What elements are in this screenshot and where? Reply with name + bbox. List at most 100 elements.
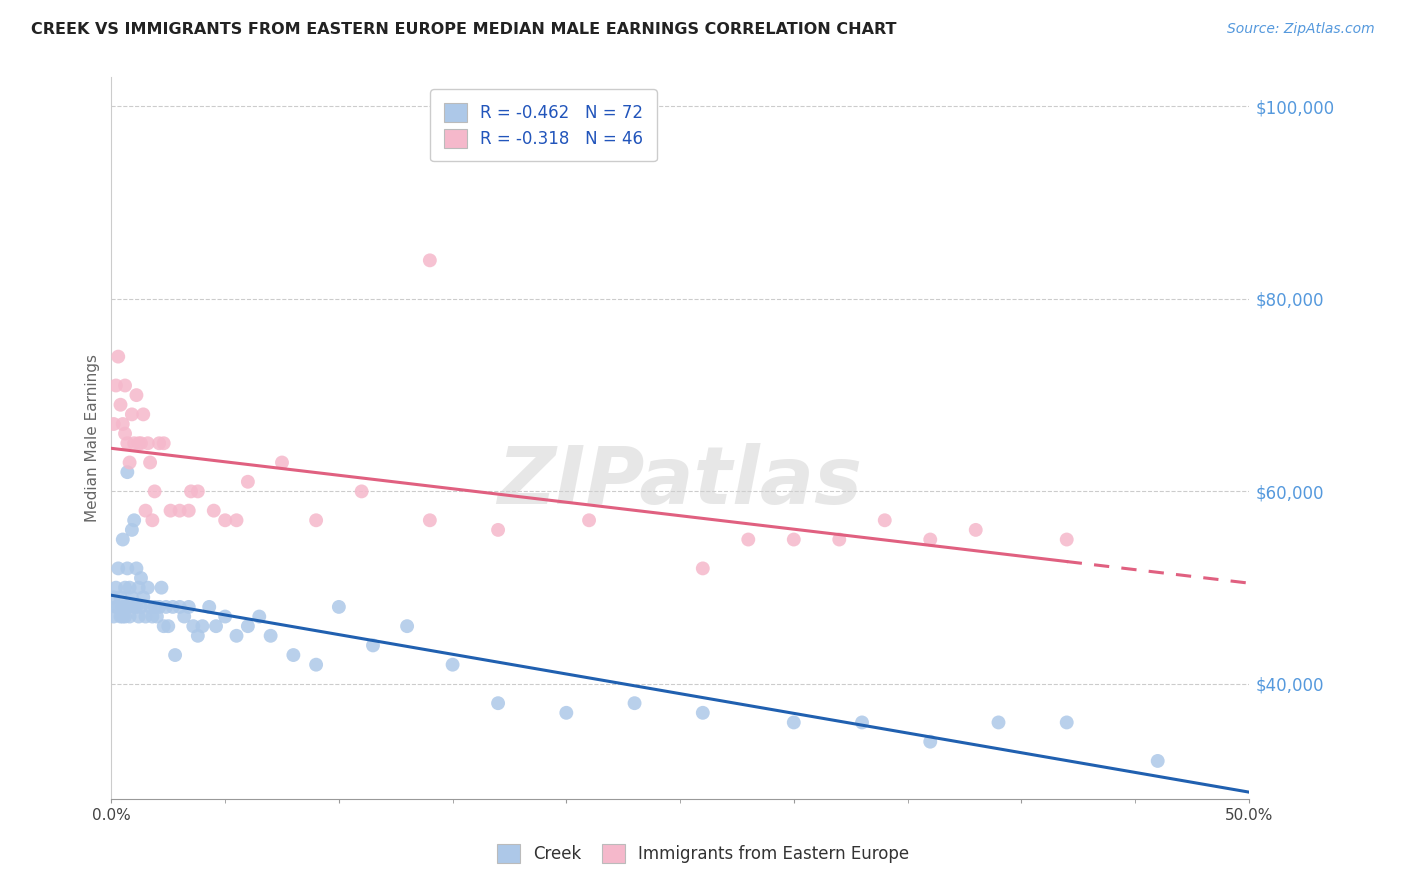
Point bbox=[202, 503, 225, 517]
Point bbox=[122, 513, 145, 527]
Point bbox=[141, 609, 163, 624]
Point bbox=[198, 599, 221, 614]
Point bbox=[920, 734, 942, 748]
Point bbox=[441, 657, 464, 672]
Point bbox=[111, 599, 134, 614]
Point bbox=[173, 609, 195, 624]
Text: CREEK VS IMMIGRANTS FROM EASTERN EUROPE MEDIAN MALE EARNINGS CORRELATION CHART: CREEK VS IMMIGRANTS FROM EASTERN EUROPE … bbox=[31, 22, 897, 37]
Point bbox=[117, 436, 139, 450]
Point bbox=[114, 426, 136, 441]
Point bbox=[486, 696, 509, 710]
Point bbox=[987, 715, 1010, 730]
Point bbox=[129, 599, 152, 614]
Point bbox=[155, 599, 177, 614]
Point bbox=[132, 408, 155, 422]
Point bbox=[350, 484, 373, 499]
Text: ZIPatlas: ZIPatlas bbox=[498, 442, 862, 521]
Point bbox=[152, 619, 174, 633]
Point bbox=[117, 599, 139, 614]
Point bbox=[419, 253, 441, 268]
Point bbox=[205, 619, 228, 633]
Point bbox=[129, 571, 152, 585]
Point bbox=[187, 484, 209, 499]
Y-axis label: Median Male Earnings: Median Male Earnings bbox=[86, 354, 100, 523]
Point bbox=[128, 436, 150, 450]
Point bbox=[117, 465, 139, 479]
Point bbox=[128, 581, 150, 595]
Point bbox=[118, 581, 141, 595]
Point bbox=[1056, 715, 1078, 730]
Point bbox=[141, 513, 163, 527]
Point bbox=[1056, 533, 1078, 547]
Point bbox=[146, 609, 169, 624]
Point bbox=[148, 599, 170, 614]
Point bbox=[139, 456, 162, 470]
Point bbox=[737, 533, 759, 547]
Text: Source: ZipAtlas.com: Source: ZipAtlas.com bbox=[1227, 22, 1375, 37]
Point bbox=[159, 503, 181, 517]
Point bbox=[125, 599, 148, 614]
Point bbox=[114, 581, 136, 595]
Point bbox=[121, 591, 143, 605]
Point bbox=[110, 398, 132, 412]
Point bbox=[114, 609, 136, 624]
Point bbox=[692, 706, 714, 720]
Point bbox=[143, 484, 166, 499]
Point bbox=[236, 475, 259, 489]
Point bbox=[135, 503, 157, 517]
Point bbox=[107, 350, 129, 364]
Point bbox=[103, 591, 125, 605]
Point bbox=[783, 533, 806, 547]
Point bbox=[283, 648, 305, 662]
Point bbox=[111, 417, 134, 431]
Point bbox=[328, 599, 350, 614]
Point bbox=[104, 581, 127, 595]
Point bbox=[122, 599, 145, 614]
Point bbox=[162, 599, 184, 614]
Point bbox=[122, 436, 145, 450]
Point bbox=[136, 436, 159, 450]
Point bbox=[125, 561, 148, 575]
Point bbox=[965, 523, 987, 537]
Point bbox=[103, 417, 125, 431]
Legend: Creek, Immigrants from Eastern Europe: Creek, Immigrants from Eastern Europe bbox=[486, 834, 920, 873]
Point bbox=[110, 609, 132, 624]
Point bbox=[181, 619, 204, 633]
Point bbox=[305, 513, 328, 527]
Point bbox=[135, 609, 157, 624]
Point bbox=[121, 408, 143, 422]
Point bbox=[828, 533, 851, 547]
Point bbox=[259, 629, 281, 643]
Point bbox=[578, 513, 600, 527]
Point bbox=[873, 513, 896, 527]
Point bbox=[783, 715, 806, 730]
Point bbox=[214, 609, 236, 624]
Point bbox=[128, 609, 150, 624]
Point bbox=[692, 561, 714, 575]
Point bbox=[107, 561, 129, 575]
Point bbox=[187, 629, 209, 643]
Point bbox=[555, 706, 578, 720]
Point bbox=[139, 599, 162, 614]
Point bbox=[111, 533, 134, 547]
Point bbox=[143, 599, 166, 614]
Point bbox=[157, 619, 180, 633]
Point bbox=[236, 619, 259, 633]
Point bbox=[152, 436, 174, 450]
Point bbox=[486, 523, 509, 537]
Point bbox=[623, 696, 645, 710]
Point bbox=[104, 599, 127, 614]
Point bbox=[114, 599, 136, 614]
Point bbox=[169, 599, 191, 614]
Point bbox=[920, 533, 942, 547]
Point bbox=[361, 639, 384, 653]
Point bbox=[150, 581, 173, 595]
Point bbox=[110, 591, 132, 605]
Point bbox=[247, 609, 270, 624]
Point bbox=[191, 619, 214, 633]
Point bbox=[111, 609, 134, 624]
Point bbox=[177, 503, 200, 517]
Point bbox=[169, 503, 191, 517]
Point bbox=[1146, 754, 1168, 768]
Point bbox=[103, 609, 125, 624]
